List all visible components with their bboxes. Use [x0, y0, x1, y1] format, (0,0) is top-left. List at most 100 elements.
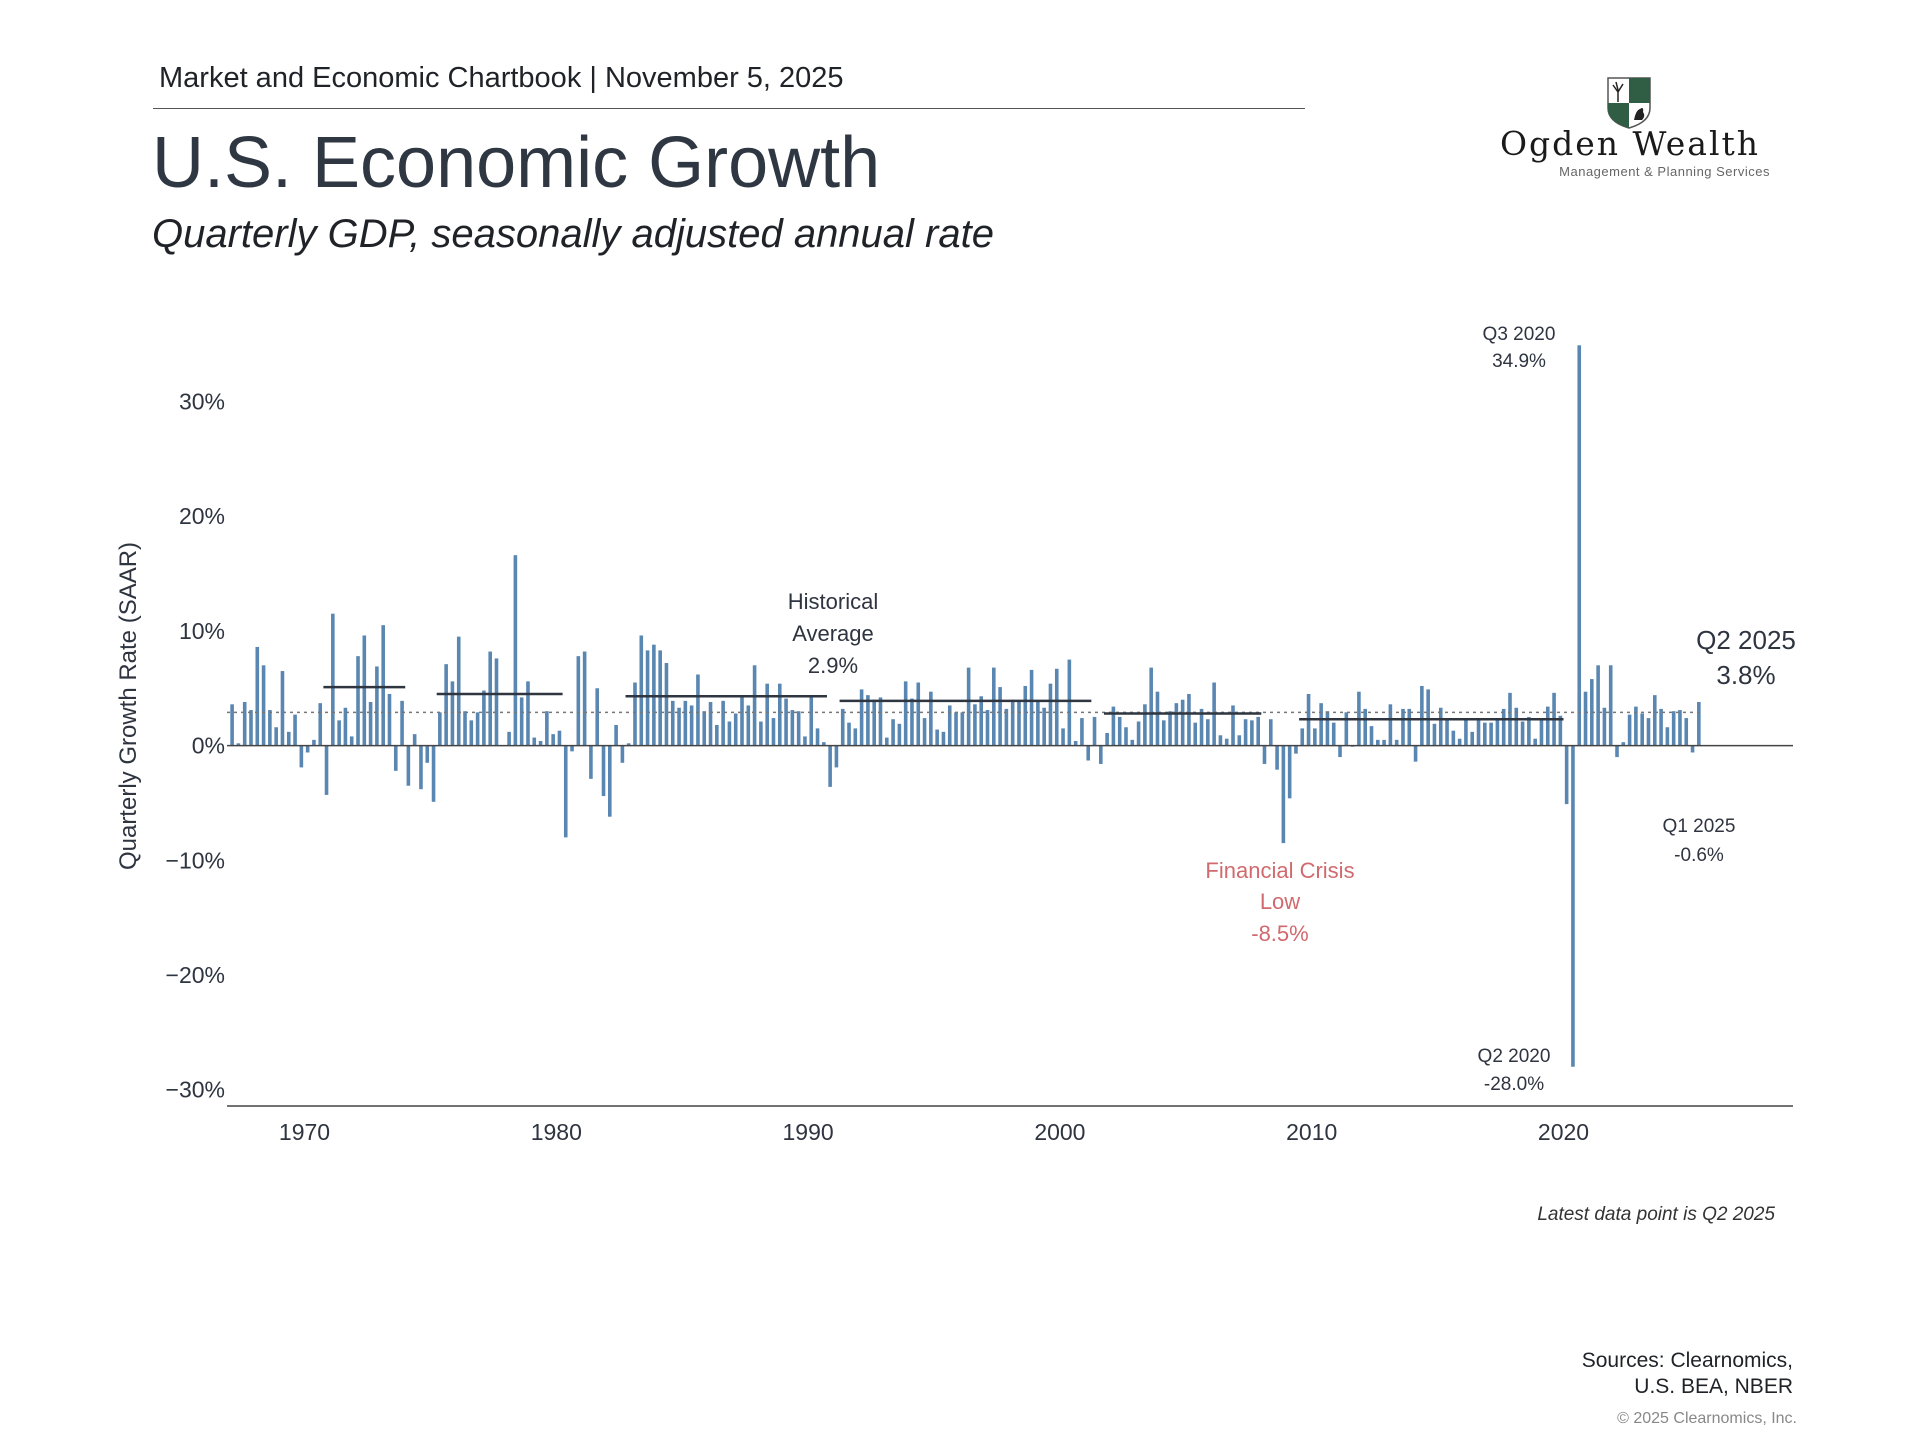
gdp-bar: [1294, 745, 1298, 754]
gdp-bar: [1256, 716, 1260, 746]
gdp-bar: [1678, 710, 1682, 746]
previous-value: -0.6%: [1674, 845, 1724, 866]
gdp-bar: [960, 712, 965, 746]
gdp-bar: [1501, 708, 1506, 746]
gdp-bar: [859, 689, 864, 746]
gdp-bar: [576, 656, 581, 746]
y-axis-title: Quarterly Growth Rate (SAAR): [115, 542, 142, 870]
gdp-bar: [1432, 723, 1437, 746]
gdp-bar: [1224, 738, 1229, 746]
gdp-bar: [1155, 691, 1160, 746]
gdp-bar: [1690, 745, 1695, 753]
gdp-bar: [255, 646, 260, 746]
gdp-bar: [1130, 739, 1135, 746]
x-tick-label: 1990: [783, 1119, 834, 1145]
gdp-bar: [639, 635, 644, 746]
gdp-bar: [1451, 730, 1456, 746]
gdp-bar: [230, 704, 234, 746]
gdp-bar: [853, 728, 858, 746]
gdp-bar: [903, 681, 908, 746]
gdp-bar: [1199, 708, 1204, 746]
gdp-bar: [1067, 659, 1072, 746]
gdp-bar: [847, 722, 851, 746]
gdp-bar: [1684, 718, 1689, 746]
gdp-bar: [1061, 728, 1065, 746]
gdp-bar: [1464, 718, 1468, 746]
x-tick-label: 2010: [1286, 1119, 1337, 1145]
gdp-bar: [362, 635, 367, 746]
gdp-bar: [589, 745, 593, 779]
gdp-bar: [840, 708, 845, 746]
gdp-bar: [261, 665, 266, 746]
gdp-bar: [897, 723, 902, 746]
gdp-bar: [1438, 707, 1443, 746]
gdp-bar: [475, 712, 480, 746]
gdp-bar: [1470, 731, 1475, 746]
gdp-bar: [1558, 715, 1563, 746]
gdp-bar: [595, 688, 600, 746]
gdp-bar: [1697, 702, 1701, 746]
gdp-bar: [1124, 727, 1128, 746]
gdp-bar: [1117, 716, 1122, 746]
gdp-bar: [318, 703, 323, 746]
gdp-bar: [268, 710, 272, 746]
gdp-bar: [1036, 702, 1040, 746]
gdp-bar: [280, 671, 285, 746]
gdp-bar: [331, 613, 335, 746]
gdp-bar: [866, 695, 870, 746]
gdp-bar: [1659, 708, 1663, 746]
gdp-bar: [507, 731, 511, 746]
gdp-bar: [733, 713, 738, 746]
gdp-bar: [1054, 668, 1059, 746]
gdp-bar: [1237, 735, 1242, 746]
gdp-bar: [1590, 679, 1594, 746]
gdp-bar: [696, 674, 700, 746]
gdp-bar: [1010, 699, 1015, 746]
gdp-bar: [771, 718, 776, 746]
y-tick-label: −30%: [166, 1077, 225, 1103]
gdp-bar: [1665, 727, 1670, 746]
gdp-bar: [1313, 728, 1317, 746]
trough-value: -28.0%: [1484, 1074, 1544, 1095]
page-title: U.S. Economic Growth: [152, 123, 881, 203]
gdp-bar: [1105, 732, 1109, 746]
gdp-bar: [431, 745, 436, 802]
average-label-1: Historical: [788, 589, 878, 614]
gdp-bar: [929, 691, 933, 746]
gdp-bar: [922, 718, 927, 746]
gdp-bar: [796, 711, 801, 746]
peak-label: Q3 2020: [1483, 324, 1556, 345]
gdp-bar: [1206, 719, 1210, 746]
gdp-bar: [299, 745, 304, 768]
gdp-bar: [1426, 689, 1430, 746]
gdp-bar: [878, 697, 883, 746]
gdp-bar: [1533, 738, 1537, 746]
gdp-bar: [884, 737, 889, 746]
gdp-bar: [740, 695, 744, 746]
gdp-bar: [570, 745, 574, 752]
shield-icon: [1607, 77, 1651, 129]
gdp-bar: [1017, 700, 1021, 746]
gdp-bar: [1262, 745, 1267, 764]
gdp-bar: [872, 699, 876, 746]
gdp-bar: [916, 682, 921, 746]
gdp-bar: [1652, 695, 1657, 746]
gdp-bar: [1086, 745, 1091, 761]
gdp-bar: [689, 705, 694, 746]
gdp-bar: [343, 707, 348, 746]
gdp-bar: [1023, 685, 1028, 746]
peak-value: 34.9%: [1492, 351, 1546, 372]
gdp-bar: [790, 710, 795, 746]
gdp-bar: [777, 683, 782, 746]
gdp-bar: [1514, 707, 1519, 746]
x-tick-label: 2000: [1034, 1119, 1085, 1145]
gdp-bar: [1602, 707, 1607, 746]
gdp-bar: [708, 702, 713, 746]
gdp-bar: [941, 731, 946, 746]
gdp-bar: [293, 714, 297, 746]
gdp-bar: [1042, 707, 1046, 746]
gdp-bar: [947, 705, 952, 746]
gdp-bar: [249, 710, 253, 746]
gdp-bar: [1634, 706, 1638, 746]
gdp-bar: [312, 739, 316, 746]
